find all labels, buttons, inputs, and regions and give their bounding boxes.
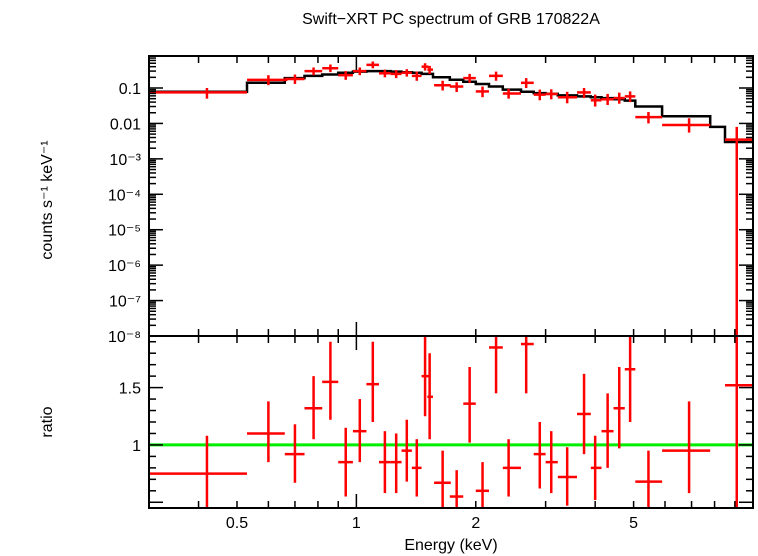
ratio-data-point [577,373,591,455]
spectrum-data-point [475,86,490,98]
spectrum-y-axis-label: counts s⁻¹ keV⁻¹ [39,140,56,259]
x-tick-label: 5 [629,515,638,532]
spectrum-data-point [601,93,614,106]
spectrum-data-point [533,89,546,101]
ratio-data-point [533,422,546,489]
ratio-data-point [304,376,323,440]
ratio-data-point [247,401,285,463]
ratio-data-point [149,435,248,508]
ratio-data-point [662,401,711,494]
y-tick-label: 10⁻⁷ [109,294,141,311]
spectrum-data-point [545,89,558,100]
ratio-data-point [427,353,433,440]
ratio-data-point [401,419,412,482]
spectrum-data-point [304,67,323,76]
y-tick-label: 1 [132,438,141,455]
spectrum-data-point [463,73,476,83]
spectrum-data-point [613,92,625,104]
x-axis-label: Energy (keV) [404,537,497,554]
ratio-data-point [475,462,490,508]
spectrum-data-point [590,94,602,107]
y-tick-label: 10⁻³ [109,152,141,169]
spectrum-data-point [247,75,288,86]
x-tick-label: 1 [352,515,361,532]
spectrum-data-point [662,118,711,133]
y-tick-label: 10⁻⁸ [108,329,141,346]
ratio-data-point [624,336,636,422]
spectrum-panel-frame [148,55,754,337]
ratio-panel-frame [148,335,754,509]
ratio-data-point [635,450,663,508]
spectrum-data-point [352,67,367,76]
ratio-data-point [502,439,521,497]
ratio-data-point [590,435,602,500]
spectrum-data-point [322,64,339,73]
spectrum-data-point [284,74,305,84]
model-step-line [149,69,753,144]
y-tick-label: 0.1 [119,81,141,98]
spectrum-data-point [449,82,464,93]
ratio-data-point [390,433,402,494]
ratio-data-point [520,336,534,394]
ratio-data-point [489,336,503,394]
spectrum-data-point [427,65,433,74]
x-tick-label: 2 [471,515,480,532]
ratio-data-point [284,424,305,483]
spectrum-data-point [390,70,402,79]
spectrum-data-point [434,80,451,91]
y-tick-label: 10⁻⁶ [108,258,141,275]
ratio-data-point [613,366,625,449]
spectrum-data-point [502,88,521,99]
spectrum-data-point [557,91,578,104]
ratio-data-point [322,341,339,420]
y-tick-label: 0.01 [110,116,141,133]
spectrum-data-point [149,87,248,99]
ratio-data-point [421,336,429,417]
ratio-data-point [434,450,451,508]
spectrum-data-point [624,91,636,103]
x-tick-label: 0.5 [226,515,248,532]
ratio-data-point [411,439,422,497]
ratio-data-point [338,427,353,497]
spectrum-data-point [725,126,753,336]
y-tick-label: 10⁻⁴ [108,187,141,204]
ratio-data-point [557,447,578,506]
spectrum-data-point [520,78,534,88]
ratio-data-point [601,393,614,468]
spectrum-data-point [635,112,663,124]
spectrum-data-point [378,69,391,78]
spectrum-data-point [421,63,429,71]
ratio-data-point [352,399,367,463]
spectrum-data-point [411,71,422,81]
ratio-data-point [463,366,476,443]
spectrum-data-point [577,87,591,99]
plot-content: 0.5 1 2 5 0.1 0.01 10⁻³ 10⁻⁴ 10⁻⁵ 10⁻⁶ 10⁻⁷ 10⁻⁸ 1 1.… [108,55,754,532]
y-tick-label: 10⁻⁵ [108,223,141,240]
ratio-data-point [545,431,558,494]
ratio-data-point [378,431,391,494]
spectrum-data-point [401,69,412,77]
ratio-data-point [449,470,464,508]
ratio-data-point [366,341,379,422]
ratio-data-point [725,336,753,508]
chart-title: Swift−XRT PC spectrum of GRB 170822A [302,11,600,28]
spectrum-data-point [338,71,353,80]
spectrum-data-point [489,71,503,81]
spectrum-data-point [366,61,379,69]
y-tick-label: 1.5 [119,381,141,398]
ratio-y-axis-label: ratio [39,406,56,437]
